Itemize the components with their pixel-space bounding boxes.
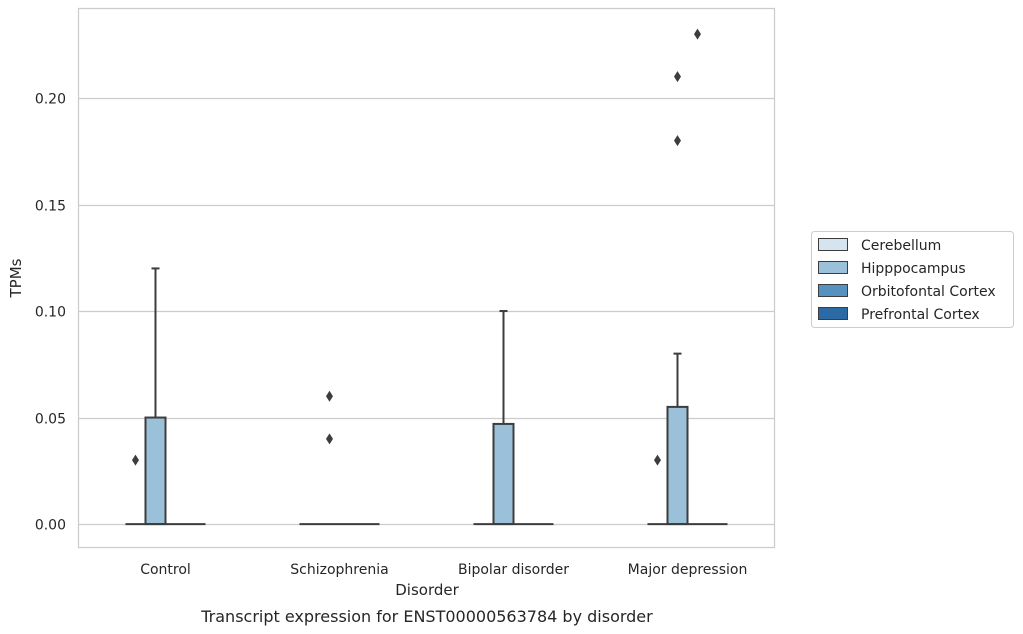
legend-label: Hipppocampus	[861, 261, 966, 277]
box-group	[666, 71, 689, 526]
legend-frame	[811, 231, 1014, 328]
x-tick-label: Schizophrenia	[290, 562, 388, 578]
legend-label: Orbitofontal Cortex	[861, 284, 996, 300]
legend-swatch	[818, 307, 848, 320]
box-group	[687, 28, 708, 526]
box-body	[492, 422, 515, 526]
box-body	[144, 416, 167, 526]
box-group	[647, 454, 668, 526]
outlier-point	[325, 390, 333, 402]
outlier-point	[673, 71, 681, 83]
outlier-point	[325, 433, 333, 445]
legend-swatch	[818, 261, 848, 274]
legend: Cerebellum Hipppocampus Orbitofontal Corte…	[811, 231, 1014, 328]
y-tick-labels: 0.00 0.05 0.10 0.15 0.20	[35, 92, 66, 534]
box-group	[492, 310, 515, 526]
y-tick-label: 0.20	[35, 92, 66, 108]
x-axis-label: Disorder	[395, 581, 459, 599]
y-axis-label: TPMs	[7, 258, 25, 298]
box-group	[144, 267, 167, 526]
x-tick-labels: Control Schizophrenia Bipolar disorder Majo…	[140, 562, 747, 578]
boxes	[125, 28, 728, 526]
outlier-point	[694, 28, 702, 40]
y-tick-label: 0.00	[35, 518, 66, 534]
box-group	[125, 454, 146, 526]
x-tick-label: Bipolar disorder	[458, 562, 569, 578]
x-tick-label: Major depression	[628, 562, 748, 578]
outlier-point	[653, 454, 661, 466]
outlier-point	[673, 135, 681, 147]
box-body	[666, 405, 689, 526]
x-tick-label: Control	[140, 562, 191, 578]
y-tick-label: 0.05	[35, 412, 66, 428]
box-group	[319, 390, 340, 526]
legend-label: Cerebellum	[861, 238, 941, 254]
legend-label: Prefrontal Cortex	[861, 307, 980, 323]
y-tick-label: 0.10	[35, 305, 66, 321]
y-tick-label: 0.15	[35, 199, 66, 215]
chart-caption: Transcript expression for ENST0000056378…	[200, 607, 653, 626]
legend-swatch	[818, 238, 848, 251]
outlier-point	[131, 454, 139, 466]
legend-swatch	[818, 284, 848, 297]
